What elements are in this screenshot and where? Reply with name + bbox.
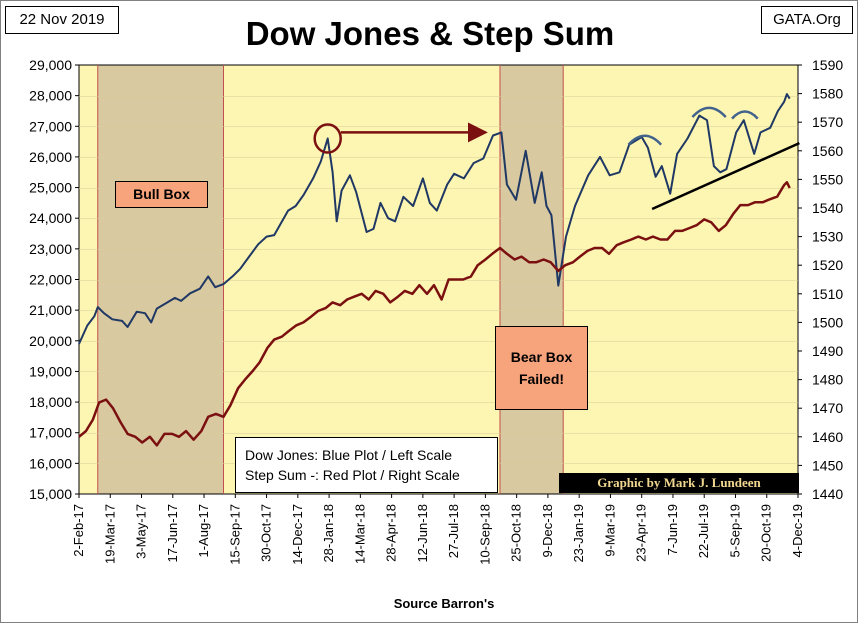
x-axis-tick-label: 23-Jan-19 bbox=[571, 504, 586, 563]
left-axis-tick-label: 18,000 bbox=[29, 394, 72, 410]
right-axis-tick-label: 1530 bbox=[812, 229, 843, 245]
x-axis-tick-label: 12-Jun-18 bbox=[415, 504, 430, 563]
x-axis-tick-label: 15-Sep-17 bbox=[227, 504, 242, 565]
top-arc bbox=[691, 106, 727, 118]
credit-label: Graphic by Mark J. Lundeen bbox=[559, 473, 799, 493]
right-axis-tick-label: 1440 bbox=[812, 486, 843, 502]
bear-box-label: Bear Box Failed! bbox=[495, 326, 588, 410]
legend-box: Dow Jones: Blue Plot / Left Scale Step S… bbox=[235, 437, 498, 493]
left-axis-tick-label: 16,000 bbox=[29, 455, 72, 471]
right-axis-tick-label: 1560 bbox=[812, 143, 843, 159]
x-axis-tick-label: 7-Jun-19 bbox=[665, 504, 680, 555]
x-axis-tick-label: 10-Sep-18 bbox=[477, 504, 492, 565]
left-axis-tick-label: 27,000 bbox=[29, 118, 72, 134]
left-axis-tick-label: 24,000 bbox=[29, 210, 72, 226]
x-axis-tick-label: 14-Mar-18 bbox=[352, 504, 367, 564]
dow-jones-line bbox=[78, 93, 791, 345]
x-axis-tick-label: 1-Aug-17 bbox=[196, 504, 211, 557]
right-axis-tick-label: 1540 bbox=[812, 200, 843, 216]
left-axis-tick-label: 23,000 bbox=[29, 241, 72, 257]
right-axis-tick-label: 1480 bbox=[812, 372, 843, 388]
top-arc bbox=[731, 110, 759, 120]
left-axis-tick-label: 19,000 bbox=[29, 363, 72, 379]
x-axis-tick-label: 2-Feb-17 bbox=[71, 504, 86, 557]
right-axis-tick-label: 1590 bbox=[812, 57, 843, 73]
x-axis-tick-label: 17-Jun-17 bbox=[165, 504, 180, 563]
left-axis-tick-label: 29,000 bbox=[29, 57, 72, 73]
date-label: 22 Nov 2019 bbox=[5, 6, 119, 34]
left-axis-tick-label: 15,000 bbox=[29, 486, 72, 502]
x-axis-tick-label: 9-Mar-19 bbox=[602, 504, 617, 557]
x-axis-tick-label: 25-Oct-18 bbox=[509, 504, 524, 562]
left-axis-tick-label: 25,000 bbox=[29, 180, 72, 196]
right-axis-tick-label: 1460 bbox=[812, 429, 843, 445]
x-axis-tick-label: 19-Mar-17 bbox=[102, 504, 117, 564]
x-axis-tick-label: 28-Jan-18 bbox=[321, 504, 336, 563]
left-axis-tick-label: 28,000 bbox=[29, 88, 72, 104]
x-axis-tick-label: 30-Oct-17 bbox=[259, 504, 274, 562]
right-axis-tick-label: 1580 bbox=[812, 86, 843, 102]
step-sum-line bbox=[78, 181, 791, 447]
bull-box-label: Bull Box bbox=[115, 181, 208, 208]
right-axis-tick-label: 1450 bbox=[812, 457, 843, 473]
source-label: Source Barron's bbox=[393, 596, 495, 611]
left-axis-tick-label: 17,000 bbox=[29, 425, 72, 441]
left-axis-tick-label: 20,000 bbox=[29, 333, 72, 349]
bear-box-region bbox=[499, 65, 564, 494]
bull-box-region bbox=[97, 65, 224, 494]
bear-box-label-line2: Failed! bbox=[518, 371, 565, 387]
x-axis-tick-label: 9-Dec-18 bbox=[540, 504, 555, 557]
right-axis-tick-label: 1490 bbox=[812, 343, 843, 359]
x-axis-tick-label: 27-Jul-18 bbox=[446, 504, 461, 558]
right-axis-tick-label: 1470 bbox=[812, 400, 843, 416]
peak-circle bbox=[313, 123, 342, 154]
bear-box-label-line1: Bear Box bbox=[510, 349, 573, 365]
x-axis-tick-label: 28-Apr-18 bbox=[384, 504, 399, 562]
left-axis-tick-label: 26,000 bbox=[29, 149, 72, 165]
right-axis-tick-label: 1500 bbox=[812, 314, 843, 330]
source-org-label: GATA.Org bbox=[761, 6, 853, 34]
x-axis-tick-label: 23-Apr-19 bbox=[634, 504, 649, 562]
legend-step-sum: Step Sum -: Red Plot / Right Scale bbox=[245, 467, 460, 483]
legend-dow: Dow Jones: Blue Plot / Left Scale bbox=[245, 447, 452, 463]
left-axis-tick-label: 22,000 bbox=[29, 272, 72, 288]
right-axis-tick-label: 1510 bbox=[812, 286, 843, 302]
right-axis-tick-label: 1520 bbox=[812, 257, 843, 273]
chart-title: Dow Jones & Step Sum bbox=[245, 15, 615, 52]
right-axis-tick-label: 1550 bbox=[812, 171, 843, 187]
support-trendline bbox=[651, 141, 800, 211]
left-axis-tick-label: 21,000 bbox=[29, 302, 72, 318]
top-arc bbox=[627, 134, 663, 146]
x-axis-tick-label: 14-Dec-17 bbox=[290, 504, 305, 565]
x-axis-tick-label: 5-Sep-19 bbox=[727, 504, 742, 557]
x-axis-tick-label: 20-Oct-19 bbox=[759, 504, 774, 562]
x-axis-tick-label: 3-May-17 bbox=[134, 504, 149, 559]
right-axis-tick-label: 1570 bbox=[812, 114, 843, 130]
x-axis-tick-label: 4-Dec-19 bbox=[790, 504, 805, 557]
x-axis-tick-label: 22-Jul-19 bbox=[696, 504, 711, 558]
